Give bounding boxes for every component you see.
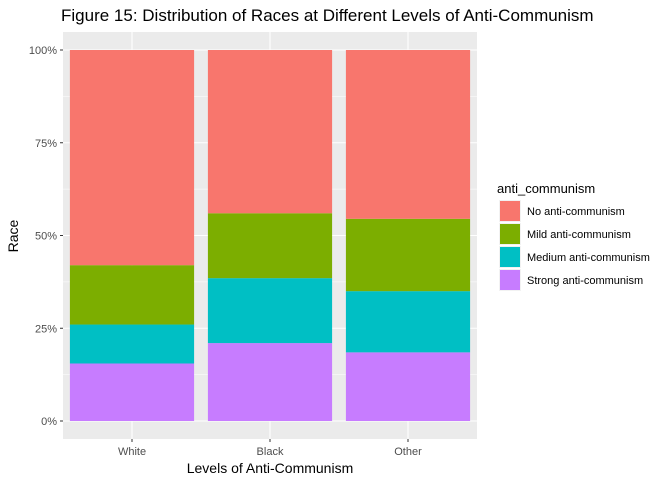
legend-swatch-strong-anti-communism [500, 270, 520, 290]
x-tick-label: Black [257, 446, 284, 458]
y-tick-label: 0% [41, 416, 57, 428]
bar-black-mild-anti-communism [207, 213, 333, 279]
legend-title: anti_communism [497, 181, 595, 196]
bar-other-no-anti-communism [345, 50, 471, 219]
bar-white-no-anti-communism [69, 50, 195, 266]
legend-label-mild-anti-communism: Mild anti-communism [527, 229, 631, 241]
legend-label-medium-anti-communism: Medium anti-communism [527, 252, 650, 264]
legend-swatch-mild-anti-communism [500, 224, 520, 244]
y-axis-ticks: 0% 25% 50% 75% 100% [29, 45, 63, 428]
bar-white-medium-anti-communism [69, 324, 195, 364]
y-tick-label: 25% [35, 323, 57, 335]
bar-black-medium-anti-communism [207, 278, 333, 344]
y-axis-title: Race [5, 219, 21, 252]
bar-other-strong-anti-communism [345, 352, 471, 421]
bar-white-mild-anti-communism [69, 265, 195, 325]
legend-swatch-no-anti-communism [500, 201, 520, 221]
bar-white-strong-anti-communism [69, 363, 195, 421]
legend: anti_communism No anti-communism Mild ant… [497, 181, 650, 291]
bars [69, 50, 471, 421]
bar-other-mild-anti-communism [345, 218, 471, 292]
bar-other-medium-anti-communism [345, 291, 471, 353]
y-tick-label: 75% [35, 138, 57, 150]
bar-black-strong-anti-communism [207, 343, 333, 421]
chart-title: Figure 15: Distribution of Races at Diff… [61, 6, 594, 25]
x-axis-title: Levels of Anti-Communism [187, 460, 354, 476]
y-tick-label: 50% [35, 231, 57, 243]
legend-label-no-anti-communism: No anti-communism [527, 206, 625, 218]
x-tick-label: Other [394, 446, 422, 458]
x-axis-ticks: White Black Other [118, 439, 422, 458]
x-tick-label: White [118, 446, 146, 458]
legend-swatch-medium-anti-communism [500, 247, 520, 267]
bar-black-no-anti-communism [207, 50, 333, 214]
legend-label-strong-anti-communism: Strong anti-communism [527, 275, 643, 287]
y-tick-label: 100% [29, 45, 57, 57]
